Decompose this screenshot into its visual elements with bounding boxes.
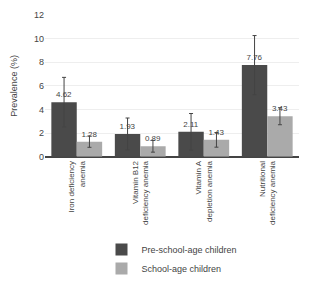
svg-text:7.76: 7.76 [246, 53, 262, 62]
svg-text:2.11: 2.11 [183, 120, 199, 129]
svg-text:Pre-school-age children: Pre-school-age children [142, 245, 237, 255]
svg-text:0: 0 [39, 152, 44, 162]
svg-text:3.43: 3.43 [272, 104, 288, 113]
svg-text:4.62: 4.62 [56, 90, 72, 99]
svg-text:1.93: 1.93 [119, 122, 135, 131]
svg-text:6: 6 [39, 81, 44, 91]
svg-text:Prevalence (%): Prevalence (%) [9, 55, 19, 117]
svg-text:Nutritionaldeficiency anemia: Nutritionaldeficiency anemia [258, 160, 277, 225]
svg-text:4: 4 [39, 105, 44, 115]
svg-text:1.43: 1.43 [208, 128, 224, 137]
svg-text:School-age children: School-age children [142, 264, 222, 274]
svg-text:0.89: 0.89 [145, 134, 161, 143]
svg-text:10: 10 [34, 34, 44, 44]
svg-text:Iron deficiencyanemia: Iron deficiencyanemia [67, 160, 86, 212]
svg-text:2: 2 [39, 128, 44, 138]
svg-text:12: 12 [34, 10, 44, 20]
svg-text:Vitamin B12deficiency anemia: Vitamin B12deficiency anemia [131, 160, 150, 225]
svg-text:Vitamin Adepletion anemia: Vitamin Adepletion anemia [194, 160, 213, 222]
svg-text:1.28: 1.28 [81, 130, 97, 139]
svg-text:8: 8 [39, 57, 44, 67]
